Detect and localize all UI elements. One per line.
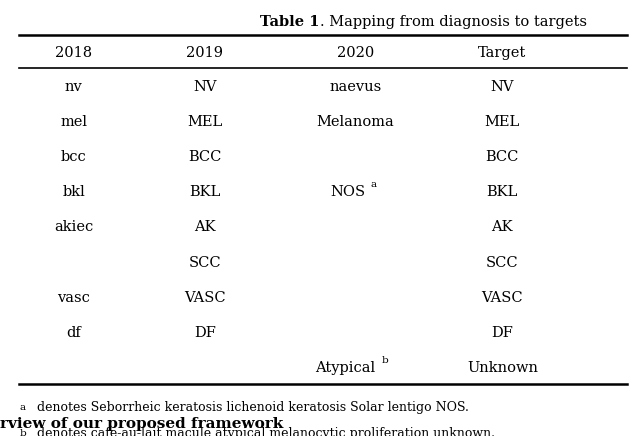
Text: VASC: VASC — [184, 291, 226, 305]
Text: BKL: BKL — [189, 185, 221, 199]
Text: 2020: 2020 — [337, 46, 374, 60]
Text: b: b — [382, 355, 388, 364]
Text: SCC: SCC — [486, 255, 518, 269]
Text: Melanoma: Melanoma — [316, 115, 394, 129]
Text: bcc: bcc — [61, 150, 86, 164]
Text: Unknown: Unknown — [467, 361, 538, 375]
Text: a: a — [19, 403, 26, 412]
Text: BKL: BKL — [486, 185, 518, 199]
Text: df: df — [66, 326, 81, 340]
Text: naevus: naevus — [329, 80, 381, 94]
Text: MEL: MEL — [187, 115, 223, 129]
Text: denotes cafe-au-lait macule atypical melanocytic proliferation unknown.: denotes cafe-au-lait macule atypical mel… — [33, 427, 495, 436]
Text: VASC: VASC — [481, 291, 524, 305]
Text: Target: Target — [478, 46, 527, 60]
Text: AK: AK — [194, 220, 216, 235]
Text: 2018: 2018 — [55, 46, 92, 60]
Text: akiec: akiec — [54, 220, 93, 235]
Text: Table 1: Table 1 — [260, 15, 320, 29]
Text: DF: DF — [194, 326, 216, 340]
Text: 2019: 2019 — [186, 46, 223, 60]
Text: NV: NV — [193, 80, 216, 94]
Text: AK: AK — [492, 220, 513, 235]
Text: denotes Seborrheic keratosis lichenoid keratosis Solar lentigo NOS.: denotes Seborrheic keratosis lichenoid k… — [33, 401, 469, 414]
Text: MEL: MEL — [484, 115, 520, 129]
Text: DF: DF — [492, 326, 513, 340]
Text: NV: NV — [491, 80, 514, 94]
Text: . Mapping from diagnosis to targets: . Mapping from diagnosis to targets — [320, 15, 587, 29]
Text: vasc: vasc — [57, 291, 90, 305]
Text: a: a — [370, 180, 376, 189]
Text: mel: mel — [60, 115, 87, 129]
Text: bkl: bkl — [62, 185, 85, 199]
Text: NOS: NOS — [330, 185, 365, 199]
Text: BCC: BCC — [486, 150, 519, 164]
Text: b: b — [19, 429, 26, 436]
Text: rview of our proposed framework: rview of our proposed framework — [0, 417, 284, 431]
Text: SCC: SCC — [189, 255, 221, 269]
Text: BCC: BCC — [188, 150, 221, 164]
Text: nv: nv — [65, 80, 83, 94]
Text: Atypical: Atypical — [316, 361, 376, 375]
